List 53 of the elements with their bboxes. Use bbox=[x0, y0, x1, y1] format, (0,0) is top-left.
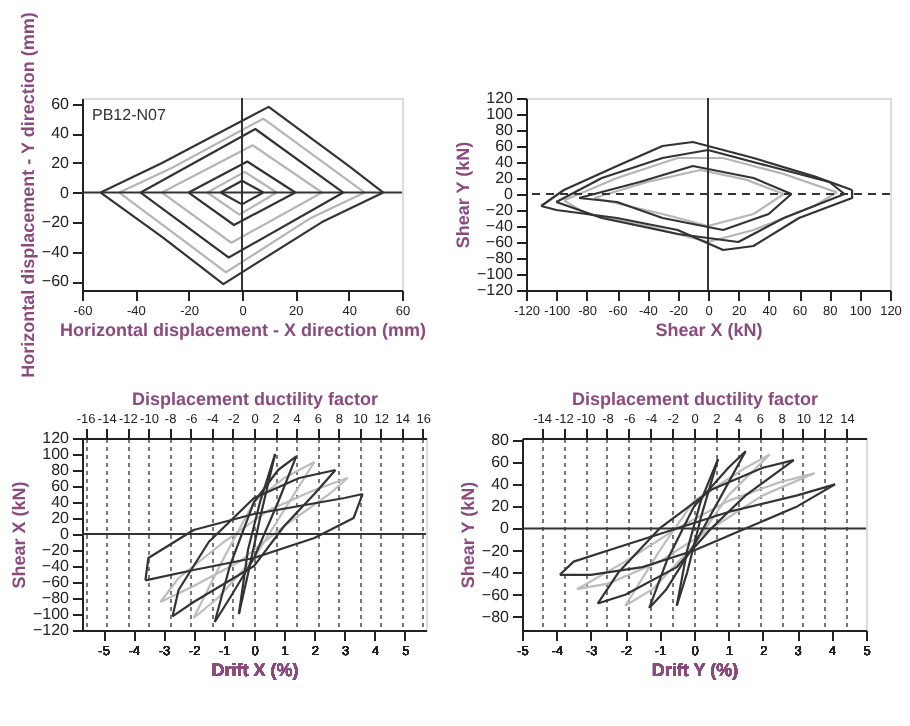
y-tick-label: 40 bbox=[51, 124, 71, 143]
y-tick-label: 0 bbox=[60, 525, 71, 543]
y-tick-label: 40 bbox=[491, 475, 511, 494]
y-tick-label: −40 bbox=[485, 217, 515, 235]
y-tick-label: −80 bbox=[481, 607, 511, 626]
y-tick-label: 100 bbox=[42, 445, 71, 463]
y-tick-label: 60 bbox=[51, 94, 71, 113]
x-axis-title: Horizontal displacement - X direction (mm) bbox=[59, 320, 427, 340]
y-tick-label: 40 bbox=[51, 493, 71, 511]
y-axis-title: Shear Y (kN) bbox=[452, 141, 473, 249]
y-tick-label: −80 bbox=[41, 589, 71, 607]
x-axis-title: Drift Y (%) bbox=[651, 660, 739, 680]
y-tick-label: 20 bbox=[51, 153, 71, 172]
y-tick-label: −60 bbox=[485, 233, 515, 251]
annotation: PB12-N07 bbox=[92, 106, 167, 124]
y-tick-label: −80 bbox=[485, 249, 515, 267]
y-tick-label: 120 bbox=[42, 429, 71, 447]
y-tick-label: −20 bbox=[41, 213, 71, 232]
x-axis-title: Shear X (kN) bbox=[655, 320, 763, 340]
y-tick-label: −20 bbox=[481, 541, 511, 560]
x2-axis-title: Displacement ductility factor bbox=[131, 389, 380, 409]
y-tick-label: 0 bbox=[504, 185, 515, 203]
y-tick-label: −60 bbox=[481, 585, 511, 604]
y-tick-label: 80 bbox=[51, 461, 71, 479]
y-axis-title: Shear X (kN) bbox=[8, 481, 29, 589]
y-tick-label: 60 bbox=[51, 477, 71, 495]
y-tick-label: −100 bbox=[32, 605, 71, 623]
y-tick-label: 60 bbox=[495, 137, 515, 155]
y-tick-label: 80 bbox=[491, 431, 511, 450]
y-tick-label: 40 bbox=[495, 153, 515, 171]
y-tick-label: −40 bbox=[41, 242, 71, 261]
y-tick-label: 100 bbox=[486, 105, 515, 123]
y-tick-label: −60 bbox=[41, 272, 71, 291]
y-axis-title: Shear Y (kN) bbox=[457, 481, 478, 589]
y-tick-label: 20 bbox=[491, 497, 511, 516]
y-tick-label: 120 bbox=[486, 89, 515, 107]
y-tick-label: −120 bbox=[32, 621, 71, 639]
y-tick-label: −120 bbox=[476, 281, 515, 299]
x-axis-title: Drift X (%) bbox=[211, 660, 299, 680]
y-axis-title: Horizontal displacement - Y direction (mm) bbox=[17, 12, 38, 378]
y-tick-label: 60 bbox=[491, 453, 511, 472]
y-tick-label: −20 bbox=[41, 541, 71, 559]
y-tick-label: 20 bbox=[51, 509, 71, 527]
y-tick-label: 80 bbox=[495, 121, 515, 139]
x2-axis-title: Displacement ductility factor bbox=[571, 389, 820, 409]
y-tick-label: 0 bbox=[500, 519, 511, 538]
y-tick-label: −60 bbox=[41, 573, 71, 591]
y-tick-label: 20 bbox=[495, 169, 515, 187]
y-tick-label: −100 bbox=[476, 265, 515, 283]
y-tick-label: −20 bbox=[485, 201, 515, 219]
y-tick-label: −40 bbox=[481, 563, 511, 582]
y-tick-label: 0 bbox=[60, 183, 71, 202]
y-tick-label: −40 bbox=[41, 557, 71, 575]
